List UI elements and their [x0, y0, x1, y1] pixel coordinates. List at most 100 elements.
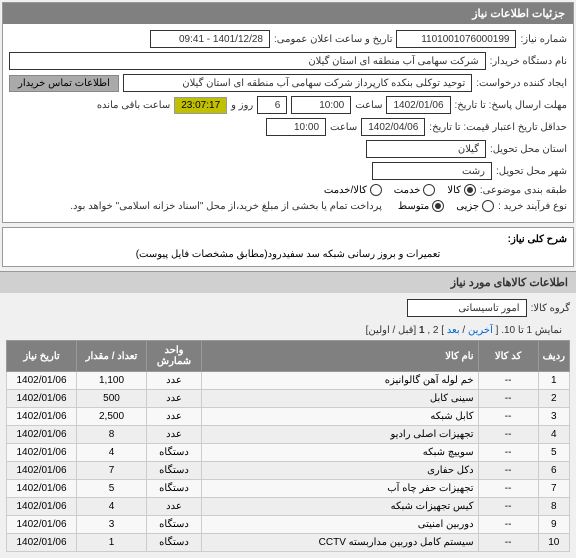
cell-qty: 500 [77, 390, 147, 408]
radio-item-small[interactable]: جزیی [456, 200, 494, 212]
pagination-next-link[interactable]: بعد [447, 325, 460, 336]
cell-row: 9 [538, 516, 569, 534]
row-city: شهر محل تحویل: رشت [9, 162, 567, 180]
creator-label: ایجاد کننده درخواست: [476, 78, 567, 89]
table-row[interactable]: 6--دکل حفاریدستگاه71402/01/06 [7, 462, 570, 480]
cell-row: 10 [538, 534, 569, 552]
radio-service-label: خدمت [394, 185, 421, 196]
deadline-label: مهلت ارسال پاسخ: تا تاریخ: [455, 100, 567, 111]
cell-qty: 5 [77, 480, 147, 498]
validity-label: حداقل تاریخ اعتبار قیمت: تا تاریخ: [429, 122, 567, 133]
cell-date: 1402/01/06 [7, 516, 77, 534]
radio-small[interactable] [482, 200, 494, 212]
cell-row: 8 [538, 498, 569, 516]
table-row[interactable]: 5--سوییچ شبکهدستگاه41402/01/06 [7, 444, 570, 462]
details-panel: جزئیات اطلاعات نیاز شماره نیاز: 11010010… [2, 2, 574, 223]
table-row[interactable]: 7--تجهیزات حفر چاه آبدستگاه51402/01/06 [7, 480, 570, 498]
table-row[interactable]: 3--کابل شبکهعدد2,5001402/01/06 [7, 408, 570, 426]
remain-label: ساعت باقی مانده [97, 100, 170, 111]
row-goods-group: گروه کالا: امور تاسیساتی [6, 299, 570, 317]
goods-section-title: اطلاعات کالاهای مورد نیاز [0, 271, 576, 293]
pagination-close: ] 2 , [427, 325, 444, 336]
radio-medium-label: متوسط [398, 201, 429, 212]
cell-row: 2 [538, 390, 569, 408]
radio-item-service[interactable]: خدمت [394, 184, 436, 196]
cell-code: -- [478, 390, 538, 408]
goods-table: ردیف کد کالا نام کالا واحد شمارش تعداد /… [6, 340, 570, 552]
cell-row: 7 [538, 480, 569, 498]
cell-date: 1402/01/06 [7, 408, 77, 426]
radio-medium[interactable] [432, 200, 444, 212]
cell-qty: 8 [77, 426, 147, 444]
table-row[interactable]: 9--دوربین امنیتیدستگاه31402/01/06 [7, 516, 570, 534]
category-label: طبقه بندی موضوعی: [480, 185, 567, 196]
cell-name: تجهیزات حفر چاه آب [202, 480, 479, 498]
table-row[interactable]: 8--کیس تجهیزات شبکهعدد41402/01/06 [7, 498, 570, 516]
validity-date: 1402/04/06 [361, 118, 425, 136]
table-row[interactable]: 10--سیستم کامل دوربین مداربسته CCTVدستگا… [7, 534, 570, 552]
cell-name: تجهیزات اصلی رادیو [202, 426, 479, 444]
table-row[interactable]: 4--تجهیزات اصلی رادیوعدد81402/01/06 [7, 426, 570, 444]
cell-row: 6 [538, 462, 569, 480]
payment-note: پرداخت تمام یا بخشی از مبلغ خرید،از محل … [70, 201, 382, 212]
th-code: کد کالا [478, 341, 538, 372]
buyer-org-value: شرکت سهامی آب منطقه ای استان گیلان [9, 52, 486, 70]
cell-unit: دستگاه [147, 534, 202, 552]
cell-row: 1 [538, 372, 569, 390]
desc-text: تعمیرات و بروز رسانی شبکه سد سفیدرود(مطا… [9, 249, 567, 260]
cell-date: 1402/01/06 [7, 498, 77, 516]
announce-label: تاریخ و ساعت اعلان عمومی: [274, 34, 393, 45]
cell-code: -- [478, 372, 538, 390]
panel-title: جزئیات اطلاعات نیاز [3, 3, 573, 24]
cell-qty: 2,500 [77, 408, 147, 426]
cell-date: 1402/01/06 [7, 426, 77, 444]
radio-item-goods-service[interactable]: کالا/خدمت [324, 184, 382, 196]
pagination-tail: [قبل / اولین] [366, 325, 417, 336]
contact-buyer-button[interactable]: اطلاعات تماس خریدار [9, 75, 119, 92]
row-category: طبقه بندی موضوعی: کالا خدمت کالا/خدمت [9, 184, 567, 196]
radio-service[interactable] [423, 184, 435, 196]
panel-body: شماره نیاز: 1101001076000199 تاریخ و ساع… [3, 24, 573, 222]
cell-row: 3 [538, 408, 569, 426]
pagination-text: نمایش 1 تا 10. [ [496, 325, 562, 336]
goods-group-label: گروه کالا: [531, 303, 570, 314]
cell-code: -- [478, 498, 538, 516]
cell-code: -- [478, 408, 538, 426]
days-remaining: 6 [257, 96, 287, 114]
cell-code: -- [478, 426, 538, 444]
th-row: ردیف [538, 341, 569, 372]
th-unit: واحد شمارش [147, 341, 202, 372]
row-validity: حداقل تاریخ اعتبار قیمت: تا تاریخ: 1402/… [9, 118, 567, 136]
cell-date: 1402/01/06 [7, 462, 77, 480]
goods-group-value: امور تاسیساتی [407, 299, 527, 317]
cell-unit: عدد [147, 498, 202, 516]
city-label: شهر محل تحویل: [496, 166, 567, 177]
radio-item-medium[interactable]: متوسط [398, 200, 444, 212]
cell-unit: عدد [147, 390, 202, 408]
cell-name: سوییچ شبکه [202, 444, 479, 462]
cell-unit: عدد [147, 426, 202, 444]
cell-name: دکل حفاری [202, 462, 479, 480]
cell-date: 1402/01/06 [7, 444, 77, 462]
pagination-sep: / [460, 325, 466, 336]
radio-goods-label: کالا [447, 185, 461, 196]
cell-code: -- [478, 534, 538, 552]
radio-item-goods[interactable]: کالا [447, 184, 476, 196]
row-province: استان محل تحویل: گیلان [9, 140, 567, 158]
cell-code: -- [478, 516, 538, 534]
cell-row: 4 [538, 426, 569, 444]
table-row[interactable]: 2--سینی کابلعدد5001402/01/06 [7, 390, 570, 408]
cell-code: -- [478, 444, 538, 462]
cell-code: -- [478, 462, 538, 480]
table-row[interactable]: 1--خم لوله آهن گالوانیزهعدد1,1001402/01/… [7, 372, 570, 390]
cell-date: 1402/01/06 [7, 372, 77, 390]
purchase-type-label: نوع فرآیند خرید : [498, 201, 567, 212]
cell-name: دوربین امنیتی [202, 516, 479, 534]
cell-row: 5 [538, 444, 569, 462]
row-purchase-type: نوع فرآیند خرید : جزیی متوسط پرداخت تمام… [9, 200, 567, 212]
radio-goods-service[interactable] [370, 184, 382, 196]
creator-value: توحید توکلی بنکده کارپرداز شرکت سهامی آب… [123, 74, 472, 92]
pagination-last-link[interactable]: آخرین [468, 325, 493, 336]
goods-body: گروه کالا: امور تاسیساتی نمایش 1 تا 10. … [0, 293, 576, 558]
radio-goods[interactable] [464, 184, 476, 196]
